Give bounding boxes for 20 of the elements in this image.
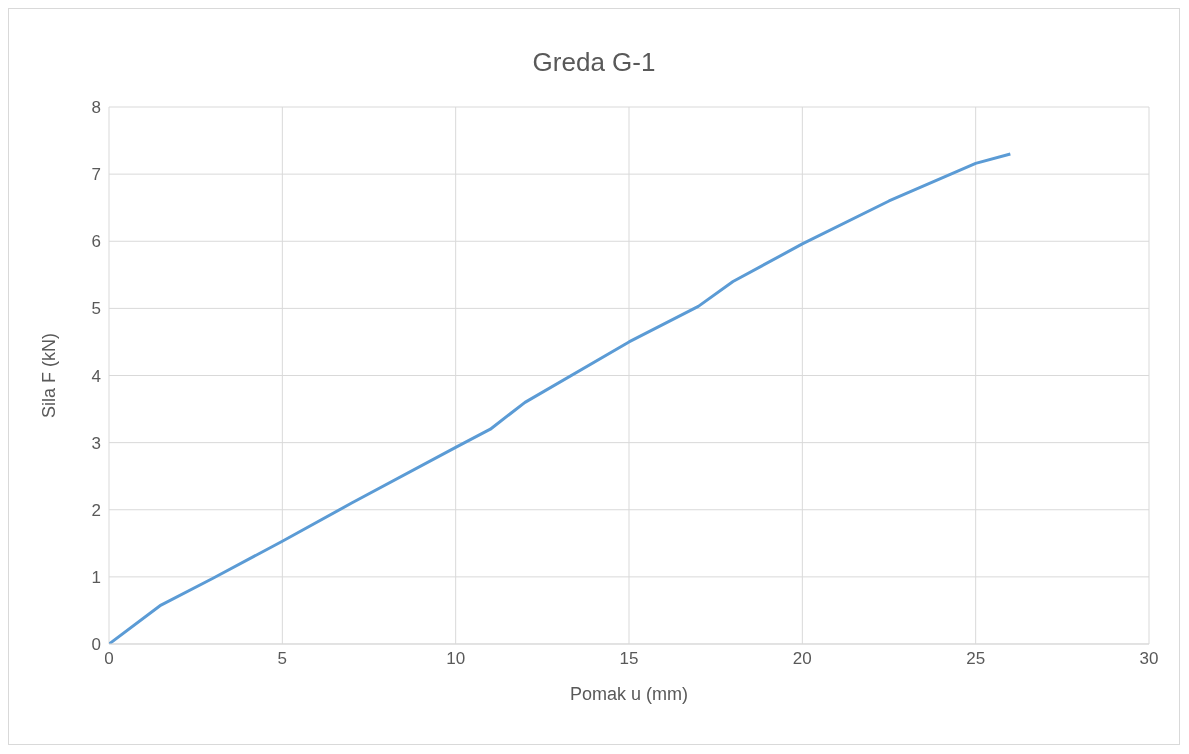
x-tick-label: 15 bbox=[619, 649, 639, 669]
y-tick-label: 8 bbox=[91, 98, 101, 118]
y-tick-label: 2 bbox=[91, 500, 101, 520]
y-tick-label: 3 bbox=[91, 433, 101, 453]
y-tick-label: 4 bbox=[91, 366, 101, 386]
chart-title: Greda G-1 bbox=[531, 47, 657, 78]
y-tick-label: 6 bbox=[91, 232, 101, 252]
y-tick-label: 7 bbox=[91, 165, 101, 185]
x-tick-label: 30 bbox=[1139, 649, 1159, 669]
y-tick-label: 0 bbox=[91, 635, 101, 655]
x-tick-label: 0 bbox=[104, 649, 114, 669]
y-axis-title: Sila F (kN) bbox=[39, 333, 60, 418]
line-series bbox=[109, 152, 1012, 644]
x-tick-label: 20 bbox=[792, 649, 812, 669]
y-tick-label: 5 bbox=[91, 299, 101, 319]
x-tick-label: 10 bbox=[446, 649, 466, 669]
x-axis-title: Pomak u (mm) bbox=[569, 684, 689, 704]
x-tick-label: 25 bbox=[966, 649, 986, 669]
x-tick-label: 5 bbox=[277, 649, 288, 669]
y-tick-label: 1 bbox=[91, 567, 101, 587]
